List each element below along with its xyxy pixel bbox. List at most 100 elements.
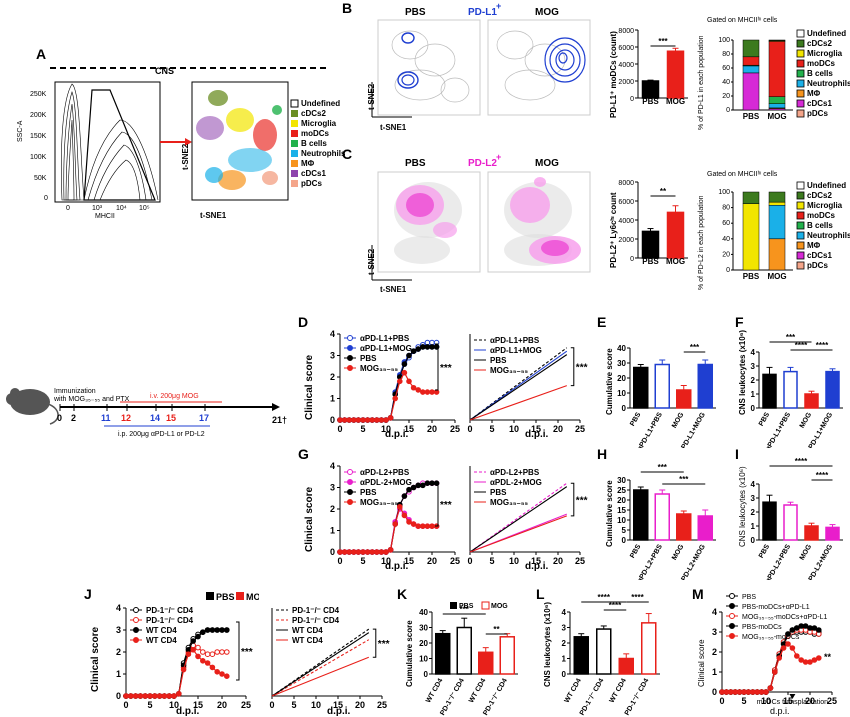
panel-label-m: M [692,586,704,602]
legend-swatch [796,261,805,270]
flow-density-contours [61,83,159,201]
category-label: MOG [799,411,814,429]
legend-marker [729,613,735,619]
y-tick-label: 0 [622,536,627,545]
bar [783,370,798,409]
sig-bracket [236,621,240,681]
data-point [195,653,201,660]
category-label: MOG [666,257,685,266]
legend-label: MOG₃₅₋₅₅ [490,498,528,507]
y-tick-label: 0 [726,267,730,274]
flow-ytick: 100K [30,154,47,161]
legend-group-label: MOG [246,592,259,602]
series-line [469,486,568,553]
legend-label: Undefined [807,29,846,38]
y-tick-label: 20 [722,93,730,100]
x-tick-label: 20 [217,700,227,710]
b-tsne-pbs [391,30,470,103]
legend-swatch [796,39,805,48]
y-tick-label: 0 [424,670,429,679]
y-tick-label: 20 [722,251,730,258]
legend-swatch [796,231,805,240]
legend-label: αPD-L1+PBS [490,336,540,345]
x-tick-label: 25 [575,556,585,566]
legend-swatch [291,160,298,167]
x-tick-label: 15 [783,696,793,706]
legend-marker [347,479,353,485]
data-point [429,523,435,529]
bar [499,636,515,675]
flow-yticks: 250K 200K 150K 100K 50K 0 [30,91,48,202]
x-tick-label: 5 [291,700,296,710]
data-point [364,549,371,555]
flow-xlabel: MHCII [95,213,115,220]
stack-segment [768,41,786,97]
series-line [340,482,437,553]
data-point [429,480,435,487]
series-line [469,354,568,421]
y-tick-label: 40 [419,608,428,617]
data-point [204,651,211,658]
data-point [137,693,144,699]
bar [478,651,494,675]
x-tick-label: 25 [241,700,251,710]
y-tick-label: 0 [622,404,627,413]
legend-swatch [291,120,298,127]
b-mog-title: MOG [535,7,559,18]
legend-swatch [796,29,805,38]
c-gated: Gated on MHCIIʰᶦ cells [707,171,778,178]
data-point [424,523,431,529]
x-tick-label: 15 [193,700,203,710]
y-tick-label: 2000 [618,79,634,86]
x-tick-label: 15 [333,700,343,710]
data-point [224,673,230,679]
y-tick-label: 30 [419,624,428,633]
legend-label: MOG₃₅₋₅₅-moDCs+αPD-L1 [742,614,827,621]
bar [825,370,840,409]
data-point [219,649,225,655]
flow-ytick: 50K [34,175,47,182]
legend-label: MOG₃₅₋₅₅ [490,366,528,375]
sig-bracket [570,482,575,517]
category-label: PBS [629,411,642,427]
data-point [429,344,435,350]
g-cum-chart: d.p.i. 0 5 10 15 20 25 αPD-L2+PBSαPDL-2+MOGPBS… [467,466,588,572]
timeline-figure: Immunization with MOG₃₅₋₅₅ and PTX i.v. … [6,388,287,438]
data-point [224,627,230,633]
d-cum-chart: d.p.i. 0 5 10 15 20 25 αPD-L1+PBSαPD-L1+MOGPBS… [467,334,588,440]
legend-label: Neutrophils [807,79,850,88]
data-point [811,657,818,663]
e-ylabel: Cumulative score [605,348,614,415]
h-bar-chart: Cumulative score 051015202530PBSαPD-L2+P… [605,463,716,580]
legend-label: PBS [360,488,377,497]
data-point [123,693,129,699]
j-ylabel: Clinical score [90,627,101,692]
b-marker-sup: + [496,1,501,11]
data-point [128,693,134,699]
bar [666,50,685,99]
annotation: moDCs transplantation [757,699,828,706]
legend-marker [133,617,139,623]
sig-label: *** [241,647,253,658]
series-line [340,371,437,421]
panel-label-d: D [298,314,309,330]
category-label: MOG [671,411,686,429]
day-label: 2 [71,413,76,423]
stack-segment [742,39,760,58]
j-xlabel: d.p.i. [176,706,200,717]
data-point [341,549,348,555]
legend-swatch [796,59,805,68]
legend-swatch [796,211,805,220]
gate-arrow-head [185,138,192,146]
x-tick-label: 25 [450,556,460,566]
y-tick-label: 60 [722,220,730,227]
y-tick-label: 10 [419,655,428,664]
category-label: PBS [758,411,771,427]
sig-label: ** [660,187,667,196]
day-label: 15 [166,413,176,423]
y-tick-label: 3 [116,625,121,635]
legend-swatch [291,110,298,117]
sig-bracket [435,481,439,527]
x-tick-label: 20 [427,556,437,566]
x-tick-label: 25 [827,696,837,706]
